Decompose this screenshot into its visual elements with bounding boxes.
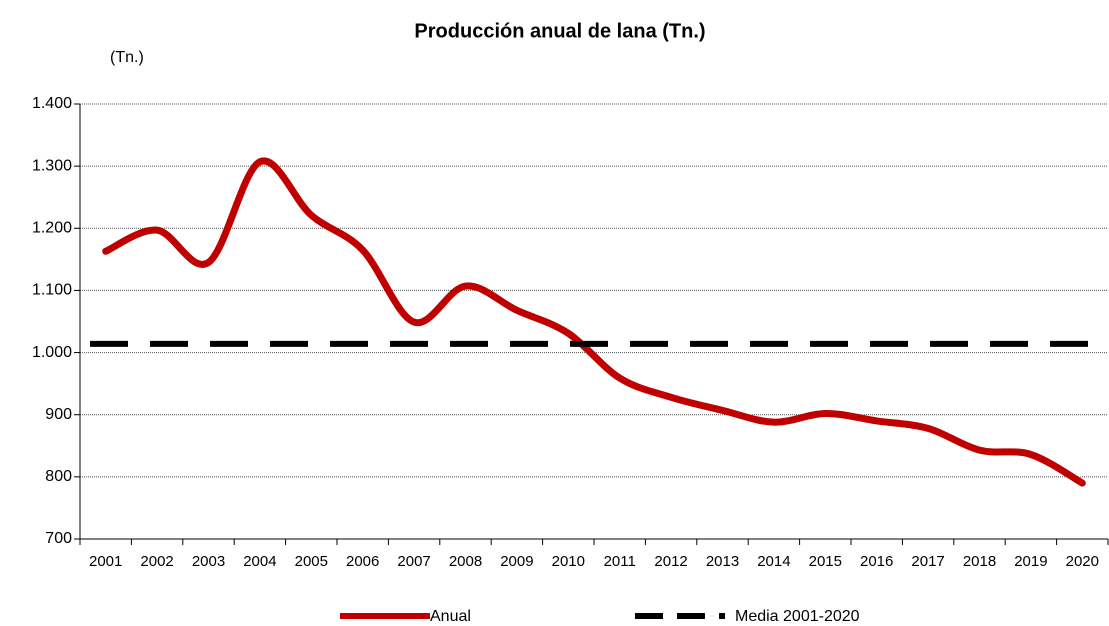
y-tick-label: 1.400 [32,95,72,112]
legend-label: Media 2001-2020 [735,608,860,625]
x-tick-label: 2013 [706,553,739,570]
x-tick-label: 2007 [397,553,430,570]
y-tick-label: 700 [45,530,72,547]
x-tick-label: 2003 [192,553,225,570]
x-tick-label: 2010 [552,553,585,570]
y-tick-label: 1.100 [32,282,72,299]
legend-label: Anual [430,608,471,625]
x-tick-label: 2016 [860,553,893,570]
x-tick-label: 2012 [654,553,687,570]
x-tick-label: 2014 [757,553,790,570]
y-tick-label: 1.000 [32,344,72,361]
x-tick-label: 2017 [911,553,944,570]
x-tick-label: 2002 [140,553,173,570]
x-tick-label: 2011 [604,553,636,570]
y-tick-label: 1.300 [32,157,72,174]
x-tick-label: 2020 [1066,553,1099,570]
x-tick-label: 2015 [809,553,842,570]
y-tick-label: 900 [45,406,72,423]
x-tick-label: 2004 [243,553,276,570]
series-line [102,157,1086,487]
x-tick-label: 2019 [1014,553,1047,570]
x-tick-label: 2001 [89,553,122,570]
y-tick-label: 800 [45,468,72,485]
x-tick-label: 2009 [500,553,533,570]
x-tick-label: 2005 [295,553,328,570]
chart-title: Producción anual de lana (Tn.) [414,20,705,42]
x-tick-label: 2006 [346,553,379,570]
x-tick-label: 2008 [449,553,482,570]
x-tick-label: 2018 [963,553,996,570]
y-unit: (Tn.) [110,49,144,66]
y-tick-label: 1.200 [32,220,72,237]
